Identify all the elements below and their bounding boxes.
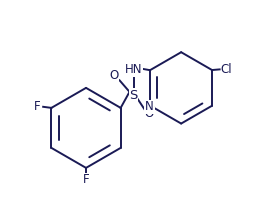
Text: Cl: Cl [221, 63, 232, 76]
Text: O: O [110, 69, 119, 83]
Text: F: F [83, 173, 89, 186]
Text: N: N [145, 100, 153, 113]
Text: HN: HN [125, 63, 142, 76]
Text: S: S [129, 89, 138, 102]
Text: O: O [145, 107, 154, 120]
Text: F: F [34, 100, 41, 113]
